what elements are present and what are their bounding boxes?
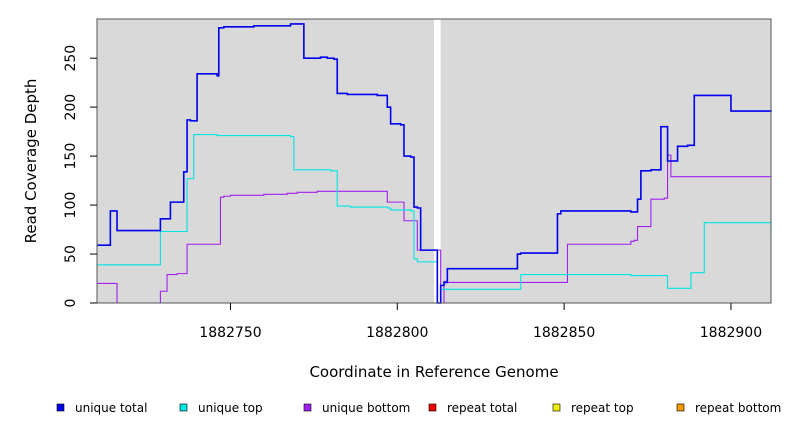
legend-swatch-unique-total — [56, 403, 65, 412]
legend-swatch-repeat-bottom — [676, 403, 685, 412]
y-tick-label: 50 — [63, 245, 79, 263]
legend-label-unique-bottom: unique bottom — [322, 401, 410, 415]
y-tick-label: 100 — [63, 192, 79, 219]
x-tick-label: 1882750 — [199, 325, 261, 341]
series-line-unique-bottom — [97, 154, 772, 304]
x-tick-label: 1882900 — [700, 325, 762, 341]
y-tick-label: 150 — [63, 143, 79, 170]
legend-label-repeat-top: repeat top — [571, 401, 634, 415]
y-axis-title: Read Coverage Depth — [22, 79, 40, 244]
y-tick-label: 250 — [63, 45, 79, 72]
plot-frame — [96, 18, 772, 304]
legend-label-unique-total: unique total — [75, 401, 147, 415]
y-tick-label: 200 — [63, 94, 79, 121]
legend-label-unique-top: unique top — [198, 401, 263, 415]
x-axis-title: Coordinate in Reference Genome — [309, 363, 558, 381]
x-tick-label: 1882850 — [533, 325, 595, 341]
series-line-unique-top — [97, 134, 772, 304]
legend-swatch-unique-top — [179, 403, 188, 412]
x-tick-label: 1882800 — [366, 325, 428, 341]
legend-label-repeat-total: repeat total — [447, 401, 517, 415]
legend-label-repeat-bottom: repeat bottom — [695, 401, 781, 415]
y-tick-label: 0 — [63, 299, 79, 308]
series-line-unique-total — [97, 23, 772, 304]
legend-swatch-unique-bottom — [303, 403, 312, 412]
legend-swatch-repeat-total — [428, 403, 437, 412]
legend-swatch-repeat-top — [552, 403, 561, 412]
gap-band — [434, 19, 441, 303]
